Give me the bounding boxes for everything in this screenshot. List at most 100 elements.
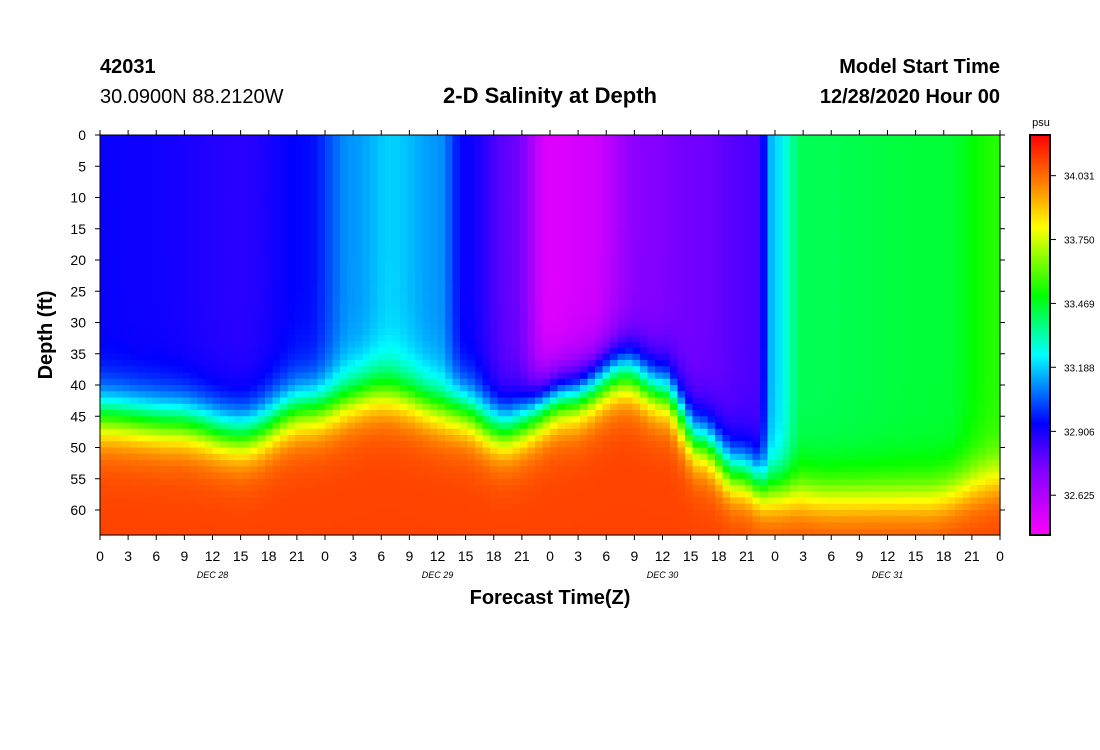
heatmap-cell xyxy=(520,353,529,361)
heatmap-cell xyxy=(370,435,379,442)
heatmap-cell xyxy=(235,310,244,317)
heatmap-cell xyxy=(415,435,424,442)
heatmap-cell xyxy=(452,185,461,192)
heatmap-cell xyxy=(332,522,341,530)
heatmap-cell xyxy=(160,397,169,405)
heatmap-cell xyxy=(655,416,664,424)
heatmap-cell xyxy=(152,303,161,311)
heatmap-cell xyxy=(212,347,221,355)
heatmap-cell xyxy=(662,478,671,486)
heatmap-cell xyxy=(130,166,139,174)
heatmap-cell xyxy=(580,497,589,505)
heatmap-cell xyxy=(302,303,311,311)
heatmap-cell xyxy=(257,516,266,524)
heatmap-cell xyxy=(587,241,596,249)
heatmap-cell xyxy=(220,397,229,405)
heatmap-cell xyxy=(677,185,686,192)
heatmap-cell xyxy=(632,191,641,199)
heatmap-cell xyxy=(167,228,176,236)
heatmap-cell xyxy=(115,235,124,242)
heatmap-cell xyxy=(460,260,469,267)
heatmap-cell xyxy=(182,253,191,261)
heatmap-cell xyxy=(227,403,236,411)
heatmap-cell xyxy=(160,503,169,511)
heatmap-cell xyxy=(595,291,604,299)
heatmap-cell xyxy=(497,210,506,217)
heatmap-cell xyxy=(640,222,649,230)
heatmap-cell xyxy=(212,447,221,455)
heatmap-cell xyxy=(122,147,131,155)
heatmap-cell xyxy=(122,135,131,142)
heatmap-cell xyxy=(145,485,154,492)
heatmap-cell xyxy=(265,216,274,224)
heatmap-cell xyxy=(152,185,161,192)
heatmap-cell xyxy=(212,185,221,192)
heatmap-cell xyxy=(490,191,499,199)
heatmap-cell xyxy=(467,522,476,530)
heatmap-cell xyxy=(392,510,401,517)
heatmap-cell xyxy=(220,185,229,192)
heatmap-cell xyxy=(535,435,544,442)
heatmap-cell xyxy=(272,410,281,417)
heatmap-cell xyxy=(137,522,146,530)
heatmap-cell xyxy=(347,172,356,180)
heatmap-cell xyxy=(347,385,356,392)
heatmap-cell xyxy=(197,422,206,430)
heatmap-cell xyxy=(340,503,349,511)
heatmap-cell xyxy=(557,316,566,324)
heatmap-cell xyxy=(317,335,326,342)
heatmap-cell xyxy=(220,453,229,461)
heatmap-cell xyxy=(160,378,169,386)
heatmap-cell xyxy=(550,366,559,374)
heatmap-cell xyxy=(512,460,521,467)
heatmap-cell xyxy=(475,153,484,161)
heatmap-cell xyxy=(317,491,326,499)
heatmap-cell xyxy=(340,391,349,399)
heatmap-cell xyxy=(610,272,619,280)
heatmap-cell xyxy=(340,472,349,480)
heatmap-cell xyxy=(175,491,184,499)
heatmap-cell xyxy=(347,335,356,342)
heatmap-cell xyxy=(287,216,296,224)
heatmap-cell xyxy=(655,203,664,211)
heatmap-cell xyxy=(572,272,581,280)
heatmap-cell xyxy=(595,222,604,230)
heatmap-cell xyxy=(505,310,514,317)
heatmap-cell xyxy=(467,316,476,324)
heatmap-cell xyxy=(467,310,476,317)
heatmap-cell xyxy=(160,160,169,167)
heatmap-cell xyxy=(452,372,461,380)
heatmap-cell xyxy=(205,441,214,449)
heatmap-cell xyxy=(655,185,664,192)
heatmap-cell xyxy=(385,360,394,367)
heatmap-cell xyxy=(197,166,206,174)
heatmap-cell xyxy=(490,428,499,436)
heatmap-cell xyxy=(565,360,574,367)
heatmap-cell xyxy=(497,228,506,236)
heatmap-cell xyxy=(572,160,581,167)
heatmap-cell xyxy=(482,160,491,167)
heatmap-cell xyxy=(385,353,394,361)
heatmap-cell xyxy=(497,310,506,317)
heatmap-cell xyxy=(220,153,229,161)
heatmap-cell xyxy=(482,410,491,417)
heatmap-cell xyxy=(205,503,214,511)
heatmap-cell xyxy=(302,166,311,174)
heatmap-cell xyxy=(542,166,551,174)
heatmap-cell xyxy=(160,141,169,149)
heatmap-cell xyxy=(595,241,604,249)
heatmap-cell xyxy=(662,472,671,480)
heatmap-cell xyxy=(602,347,611,355)
heatmap-cell xyxy=(257,160,266,167)
heatmap-cell xyxy=(542,222,551,230)
heatmap-cell xyxy=(647,141,656,149)
heatmap-cell xyxy=(272,303,281,311)
heatmap-cell xyxy=(100,397,109,405)
heatmap-cell xyxy=(272,372,281,380)
heatmap-cell xyxy=(287,310,296,317)
heatmap-cell xyxy=(602,410,611,417)
heatmap-cell xyxy=(580,435,589,442)
heatmap-cell xyxy=(122,447,131,455)
heatmap-cell xyxy=(512,503,521,511)
heatmap-cell xyxy=(437,147,446,155)
